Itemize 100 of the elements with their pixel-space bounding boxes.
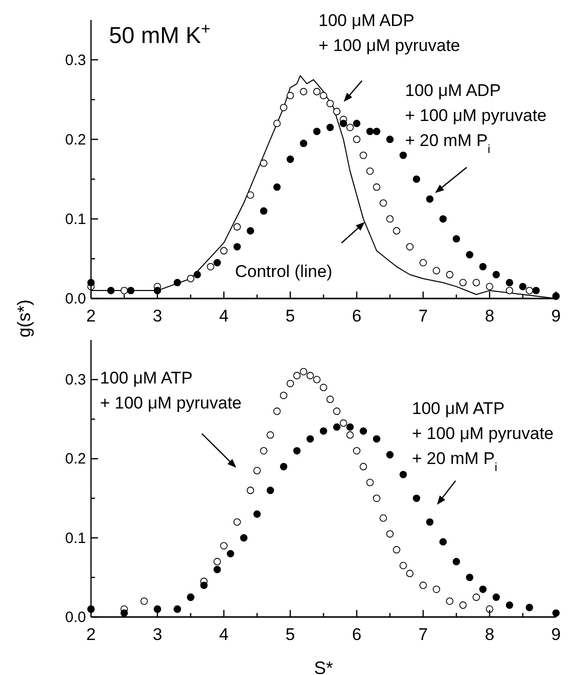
point	[293, 447, 301, 454]
point	[360, 462, 368, 470]
x-tick-label: 3	[152, 306, 162, 326]
point	[280, 392, 288, 400]
point	[406, 570, 414, 578]
point	[346, 124, 354, 132]
point	[333, 423, 340, 431]
x-tick-label: 8	[484, 306, 494, 326]
point	[492, 594, 500, 601]
x-tick-label: 7	[418, 306, 428, 326]
point	[386, 451, 394, 458]
annotation: 100 μM ATP + 100 μM pyruvate	[100, 368, 242, 413]
point	[233, 518, 241, 526]
text: 0.0	[65, 609, 86, 626]
point	[273, 120, 281, 128]
point	[366, 128, 374, 136]
point	[246, 191, 254, 199]
point	[293, 372, 301, 380]
point	[280, 462, 288, 470]
point	[286, 92, 294, 100]
point	[340, 419, 348, 427]
point	[519, 282, 526, 290]
point	[466, 574, 474, 582]
x-tick-label: 5	[286, 306, 296, 326]
point	[360, 427, 368, 435]
point	[353, 120, 360, 128]
annotation: 100 μM ADP + 100 μM pyruvate + 20 mM P$_{i}$	[405, 81, 547, 156]
point	[140, 597, 148, 605]
point	[392, 546, 400, 554]
point	[233, 243, 241, 250]
point	[472, 594, 480, 601]
y-tick-label: 0.3	[65, 52, 86, 69]
point	[353, 136, 360, 144]
point	[472, 278, 480, 286]
point	[214, 558, 221, 566]
x-tick-label: 4	[219, 625, 229, 644]
point	[260, 207, 268, 215]
point	[532, 286, 540, 294]
point	[220, 542, 228, 550]
annotation: 100 μM ATP + 100 μM pyruvate + 20 mM P$_{i}$	[412, 399, 554, 474]
point	[320, 384, 328, 392]
point	[492, 270, 500, 278]
point	[486, 282, 494, 290]
point	[306, 372, 314, 380]
point	[154, 286, 162, 294]
point	[406, 243, 414, 250]
y-tick-label: 0.1	[65, 530, 86, 547]
point	[300, 88, 308, 96]
point	[366, 478, 374, 486]
point	[452, 235, 460, 243]
text: 0.0	[65, 290, 86, 308]
point	[353, 447, 360, 454]
point	[194, 270, 201, 278]
point	[306, 435, 314, 443]
point	[240, 534, 248, 542]
point	[386, 136, 394, 144]
point	[186, 274, 194, 282]
point	[253, 466, 261, 474]
point	[253, 510, 261, 518]
y-tick-label: 0.3	[65, 372, 86, 389]
point	[266, 431, 274, 439]
point	[432, 266, 440, 274]
point	[246, 486, 254, 494]
point	[127, 286, 135, 294]
point	[120, 286, 128, 294]
point	[273, 408, 281, 415]
x-tick-label: 2	[86, 306, 96, 326]
point	[446, 270, 454, 278]
point	[346, 431, 354, 439]
point	[439, 215, 447, 223]
point	[459, 278, 467, 286]
point	[426, 518, 434, 526]
point	[446, 597, 454, 605]
point	[326, 124, 334, 132]
point	[426, 195, 434, 203]
point	[419, 582, 427, 590]
y-tick-label: 0.2	[65, 131, 86, 148]
point	[313, 88, 321, 96]
point	[400, 562, 407, 570]
y-tick-label: 0.1	[65, 210, 86, 228]
point	[320, 427, 328, 435]
y-axis-title: g(s*)	[14, 299, 34, 338]
y-tick-label: 0.2	[65, 450, 86, 468]
point	[400, 470, 407, 478]
point	[452, 558, 460, 566]
point	[313, 128, 321, 136]
point	[372, 435, 380, 443]
point	[174, 278, 182, 286]
point	[273, 183, 281, 191]
point	[260, 160, 268, 167]
point	[506, 286, 514, 294]
point	[286, 380, 294, 388]
point	[412, 494, 420, 502]
point	[486, 605, 494, 613]
point	[506, 601, 514, 609]
x-tick-label: 7	[418, 625, 428, 644]
point	[214, 566, 221, 574]
point	[526, 604, 534, 612]
x-tick-label: 9	[551, 306, 561, 326]
x-tick-label: 9	[551, 625, 561, 644]
